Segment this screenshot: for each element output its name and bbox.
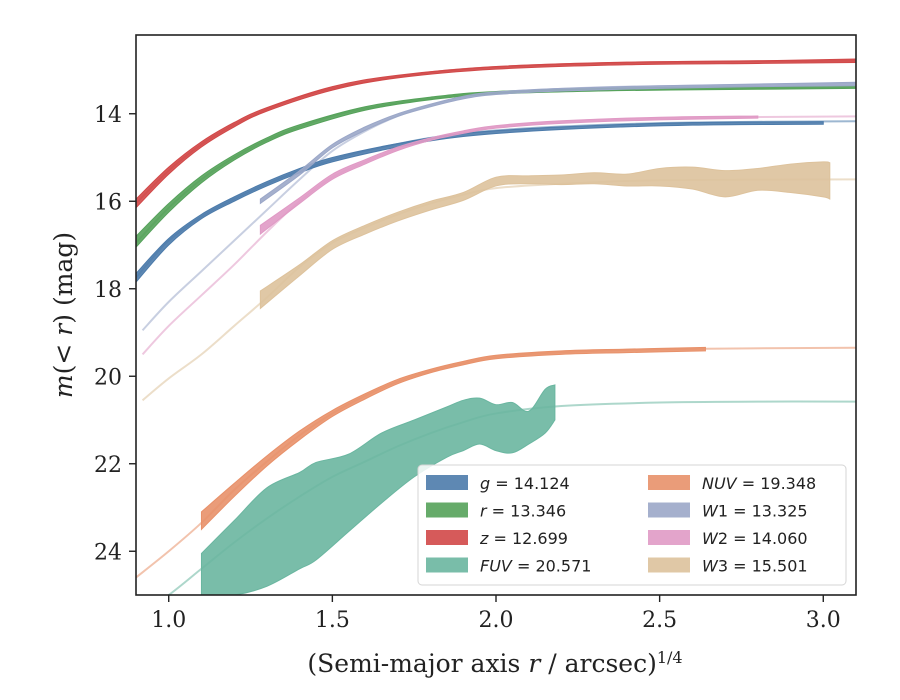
data-band-g bbox=[136, 121, 824, 283]
legend-entry-w1: W1 = 13.325 bbox=[702, 502, 808, 521]
model-curve-w2 bbox=[141, 115, 856, 356]
y-tick-label: 16 bbox=[94, 190, 122, 215]
data-band-fuv bbox=[200, 384, 556, 595]
data-band-z bbox=[136, 58, 856, 209]
legend-entry-fuv: FUV = 20.571 bbox=[480, 557, 591, 576]
y-tick-label: 24 bbox=[94, 540, 122, 565]
model-curve-r bbox=[136, 86, 856, 244]
y-tick-label: 20 bbox=[94, 365, 122, 390]
legend-entry-w2: W2 = 14.060 bbox=[702, 529, 808, 548]
legend-entry-w3: W3 = 15.501 bbox=[702, 557, 808, 576]
data-band-w2 bbox=[259, 115, 759, 236]
legend-swatch-fuv bbox=[426, 557, 468, 573]
legend-entry-nuv: NUV = 19.348 bbox=[702, 474, 816, 493]
legend-entry-g: g = 14.124 bbox=[480, 474, 570, 493]
model-curve-w3 bbox=[141, 178, 856, 402]
x-tick-label: 2.0 bbox=[479, 608, 514, 633]
x-tick-label: 3.0 bbox=[806, 608, 841, 633]
legend-swatch-g bbox=[426, 475, 468, 490]
legend-swatch-nuv bbox=[648, 475, 690, 490]
legend-entry-z: z = 12.699 bbox=[479, 529, 568, 548]
legend-entry-r: r = 13.346 bbox=[480, 502, 566, 521]
legend-swatch-w1 bbox=[648, 502, 690, 518]
legend-box bbox=[417, 464, 847, 586]
y-tick-label: 22 bbox=[94, 453, 122, 478]
legend-swatch-z bbox=[426, 530, 468, 545]
y-tick-label: 14 bbox=[94, 103, 122, 128]
y-axis-label: m(< r) (mag) bbox=[49, 232, 78, 398]
data-band-nuv bbox=[200, 346, 706, 531]
plot-area bbox=[136, 58, 856, 595]
data-band-r bbox=[136, 85, 856, 248]
y-tick-label: 18 bbox=[94, 278, 122, 303]
axis-ticks: 1.0 1.5 2.0 2.5 3.0 14 16 18 20 22 24 bbox=[94, 103, 841, 633]
x-axis-label: (Semi-major axis r / arcsec)1/4 bbox=[307, 648, 682, 679]
legend-swatch-w3 bbox=[648, 557, 690, 573]
model-curve-w1 bbox=[141, 82, 856, 331]
data-band-w1 bbox=[259, 81, 856, 205]
data-band-w3 bbox=[259, 161, 831, 310]
legend-swatch-w2 bbox=[648, 530, 690, 545]
x-tick-label: 1.5 bbox=[315, 608, 350, 633]
legend: g = 14.124 r = 13.346 z = 12.699 FUV = 20.5… bbox=[417, 464, 847, 586]
x-tick-label: 2.5 bbox=[642, 608, 677, 633]
x-tick-label: 1.0 bbox=[151, 608, 186, 633]
legend-swatch-r bbox=[426, 502, 468, 518]
